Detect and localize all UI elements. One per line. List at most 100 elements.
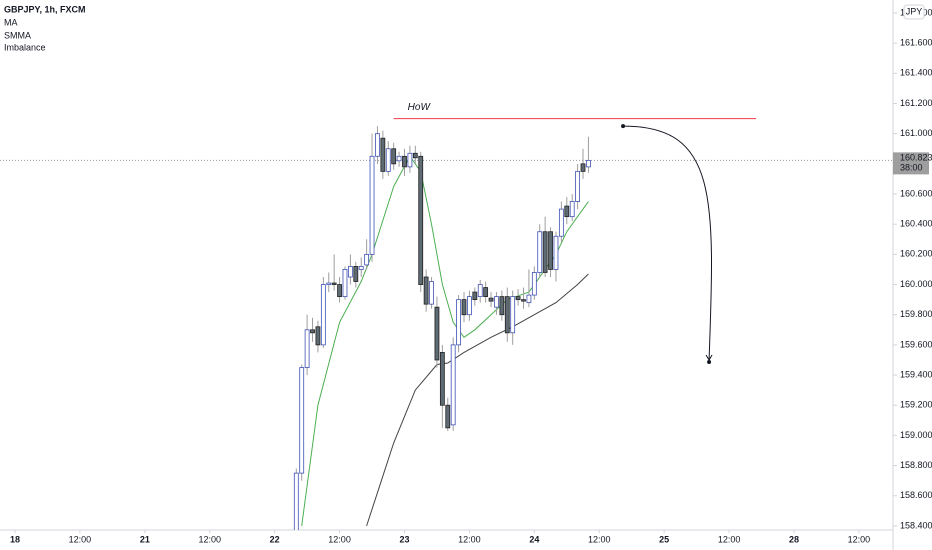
candle-body [499, 296, 505, 316]
candle-body [342, 269, 348, 298]
candle-body [531, 272, 537, 296]
level-label: HoW [408, 102, 432, 113]
y-tick-label: 159.200 [900, 400, 932, 410]
candle-body [467, 296, 472, 316]
candle-body [385, 148, 391, 172]
candle-body [299, 367, 305, 474]
candle-body [564, 205, 570, 218]
indicator-label: MA [4, 17, 18, 27]
candle-body [331, 282, 337, 285]
candle-body [580, 163, 586, 172]
candle-body [450, 344, 456, 426]
y-tick-label: 161.600 [900, 38, 932, 48]
x-tick-label: 25 [659, 534, 669, 544]
candle-body [445, 404, 451, 429]
candle-body [456, 299, 461, 346]
candle-body [515, 296, 521, 301]
candle-body [407, 152, 413, 168]
candle-body [553, 235, 559, 270]
currency-label: JPY [906, 6, 923, 16]
price-label-box [893, 152, 929, 175]
candle-body [423, 276, 429, 305]
candle-body [569, 201, 575, 218]
candle-body [347, 266, 353, 278]
candle-body [418, 155, 424, 285]
x-tick-label: 12:00 [198, 534, 221, 544]
candle-body [369, 155, 375, 255]
axes: 158.400 158.600 158.800 159.000 159.200 159.4… [10, 4, 932, 544]
y-tick-label: 160.400 [900, 219, 932, 229]
candle-body [364, 253, 370, 266]
candle-body [461, 299, 467, 316]
candle-body [358, 266, 364, 270]
candle-body [353, 266, 359, 282]
currency-badge [903, 4, 925, 20]
candle-body [504, 296, 510, 334]
candle-body [483, 287, 489, 298]
y-tick-label: 161.200 [900, 98, 932, 108]
candle-body [586, 159, 591, 168]
candle-body [380, 137, 386, 172]
x-tick-label: 12:00 [848, 534, 871, 544]
candle-body [402, 155, 407, 168]
indicator-line [366, 273, 589, 527]
candle-body [542, 231, 548, 273]
x-tick-label: 24 [529, 534, 539, 544]
candle-body [494, 296, 499, 308]
y-tick-label: 158.800 [900, 460, 932, 470]
candle-body [375, 133, 380, 157]
y-tick-label: 160.000 [900, 279, 932, 289]
y-tick-label: 160.200 [900, 249, 932, 259]
candle-body [304, 329, 310, 368]
arrow-end [707, 359, 712, 364]
arrow-start [621, 124, 626, 129]
candle-body [412, 152, 418, 159]
candle-body [391, 148, 397, 165]
y-tick-label: 159.600 [900, 339, 932, 349]
y-tick-label: 158.600 [900, 490, 932, 500]
legend: GBPJPY, 1h, FXCM MA SMMA Imbalance [4, 4, 86, 52]
candle-body [548, 231, 553, 270]
x-tick-label: 12:00 [328, 534, 351, 544]
countdown: 38:00 [900, 163, 923, 173]
candle-body [315, 326, 321, 346]
candle-body [337, 284, 342, 298]
arrow-curve [623, 125, 713, 360]
x-tick-label: 22 [270, 534, 280, 544]
x-tick-label: 21 [140, 534, 150, 544]
candle-body [293, 472, 299, 530]
candle-body [477, 284, 483, 298]
candle-body [320, 284, 326, 346]
candle-body [488, 297, 494, 302]
candle-body [439, 352, 445, 406]
candle-body [310, 329, 315, 334]
candle-body [472, 291, 478, 301]
y-tick-label: 160.600 [900, 188, 932, 198]
candle-body [526, 294, 532, 304]
candle-body [434, 306, 440, 361]
x-tick-label: 23 [399, 534, 409, 544]
candle-body [521, 299, 526, 302]
candle-body [537, 231, 543, 273]
x-tick-label: 12:00 [458, 534, 481, 544]
candle-body [326, 282, 332, 285]
y-tick-label: 158.400 [900, 520, 932, 530]
price-label: 160.823 [900, 153, 932, 163]
x-tick-label: 18 [10, 534, 20, 544]
x-tick-label: 12:00 [718, 534, 741, 544]
x-tick-label: 12:00 [69, 534, 92, 544]
y-tick-label: 161.000 [900, 128, 932, 138]
plot-area: HoW [0, 102, 893, 530]
y-tick-label: 159.000 [900, 430, 932, 440]
symbol-title: GBPJPY, 1h, FXCM [4, 4, 86, 14]
candle-body [558, 208, 564, 237]
candle-body [396, 155, 402, 162]
candle-body [429, 281, 434, 305]
x-tick-label: 12:00 [588, 534, 611, 544]
indicator-label: Imbalance [4, 42, 46, 52]
y-tick-label: 159.400 [900, 369, 932, 379]
candle-body [510, 296, 516, 334]
y-tick-label: 161.400 [900, 68, 932, 78]
